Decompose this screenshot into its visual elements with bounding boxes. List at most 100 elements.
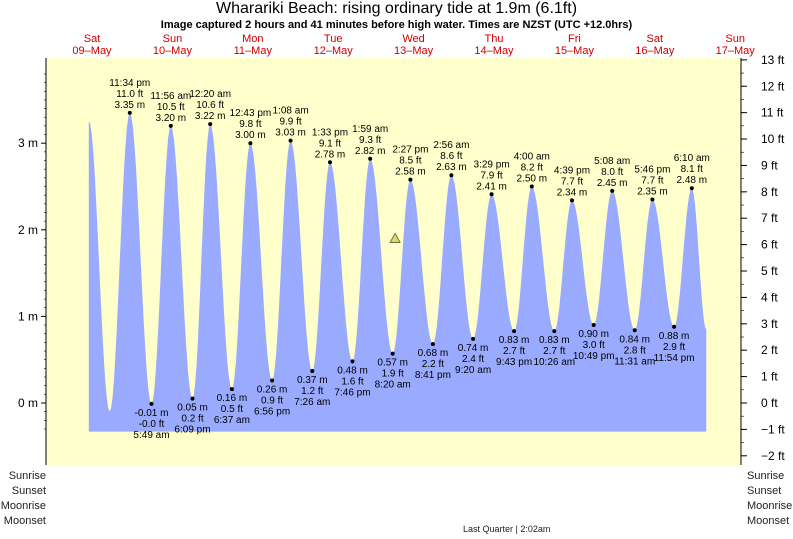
high-time-label: 5:46 pm (634, 164, 670, 175)
low-m-label: 0.83 m (499, 335, 530, 346)
high-m-label: 3.22 m (195, 111, 226, 122)
chart-subtitle: Image captured 2 hours and 41 minutes be… (160, 19, 633, 31)
low-point (672, 324, 677, 329)
high-point (127, 110, 132, 115)
low-point (552, 329, 557, 334)
day-date-3: 12–May (314, 45, 354, 57)
chart-title: Wharariki Beach: rising ordinary tide at… (215, 0, 578, 17)
low-time-label: 7:46 pm (334, 387, 370, 398)
high-time-label: 2:56 am (433, 140, 469, 151)
high-point (610, 188, 615, 193)
high-ft-label: 9.1 ft (319, 138, 341, 149)
day-date-0: 09–May (72, 45, 112, 57)
right-sunset-label: Sunset (747, 485, 782, 497)
right-tick-label-2: 2 ft (761, 343, 778, 357)
high-ft-label: 9.3 ft (359, 135, 381, 146)
high-time-label: 11:34 pm (109, 78, 150, 89)
low-time-label: 6:09 pm (174, 425, 210, 436)
high-time-label: 4:00 am (514, 152, 550, 163)
right-tick-label--2: −2 ft (761, 449, 785, 463)
high-ft-label: 8.6 ft (440, 151, 462, 162)
low-ft-label: 2.8 ft (624, 345, 646, 356)
high-time-label: 6:10 am (674, 153, 710, 164)
low-ft-label: 0.9 ft (261, 395, 283, 406)
day-dow-8: Sun (725, 33, 745, 45)
low-point (430, 342, 435, 347)
high-m-label: 2.45 m (597, 178, 628, 189)
high-point (489, 192, 494, 197)
day-dow-4: Wed (402, 33, 424, 45)
low-ft-label: 2.9 ft (663, 342, 685, 353)
day-dow-5: Thu (485, 33, 504, 45)
low-point (350, 359, 355, 364)
high-m-label: 2.78 m (315, 149, 346, 160)
day-date-5: 14–May (474, 45, 514, 57)
low-ft-label: 2.7 ft (503, 346, 525, 357)
low-time-label: 6:56 pm (254, 406, 290, 417)
day-dow-3: Tue (324, 33, 343, 45)
high-ft-label: 7.7 ft (561, 176, 583, 187)
high-ft-label: 10.6 ft (196, 100, 224, 111)
low-m-label: 0.84 m (619, 334, 650, 345)
left-moonset-label: Moonset (3, 515, 46, 527)
low-time-label: 8:41 pm (415, 370, 451, 381)
day-dow-7: Sat (647, 33, 664, 45)
low-point (591, 323, 596, 328)
high-m-label: 2.82 m (355, 146, 386, 157)
high-point (208, 122, 213, 127)
low-m-label: 0.68 m (418, 348, 449, 359)
high-time-label: 1:59 am (352, 124, 388, 135)
high-point (689, 186, 694, 191)
low-point (471, 336, 476, 341)
high-m-label: 2.34 m (557, 187, 588, 198)
low-ft-label: 2.7 ft (543, 346, 565, 357)
high-ft-label: 8.0 ft (601, 167, 623, 178)
day-dow-1: Sun (163, 33, 183, 45)
day-dow-2: Mon (242, 33, 263, 45)
low-ft-label: 3.0 ft (583, 340, 605, 351)
high-ft-label: 10.5 ft (157, 102, 185, 113)
high-ft-label: 8.5 ft (399, 156, 421, 167)
high-point (288, 138, 293, 143)
low-ft-label: 1.2 ft (301, 386, 323, 397)
high-ft-label: 7.7 ft (641, 175, 663, 186)
low-ft-label: 1.6 ft (341, 376, 363, 387)
right-tick-label-3: 3 ft (761, 317, 778, 331)
left-tick-label-0: 0 m (18, 396, 38, 410)
low-point (270, 378, 275, 383)
low-m-label: 0.26 m (257, 384, 288, 395)
low-m-label: 0.05 m (177, 403, 208, 414)
low-ft-label: 0.5 ft (221, 404, 243, 415)
tide-area (88, 112, 707, 432)
moon-phase-time: 2:02am (520, 524, 551, 534)
low-time-label: 6:37 am (214, 415, 250, 426)
low-point (229, 387, 234, 392)
high-time-label: 3:29 pm (474, 159, 510, 170)
high-point (168, 123, 173, 128)
high-point (569, 198, 574, 203)
high-ft-label: 8.1 ft (681, 164, 703, 175)
low-time-label: 9:20 am (455, 365, 491, 376)
high-point (368, 156, 373, 161)
high-time-label: 1:08 am (273, 106, 309, 117)
left-tick-label-1: 1 m (18, 309, 38, 323)
moon-phase-note: Last Quarter | 2:02am (463, 524, 551, 534)
low-m-label: 0.90 m (578, 329, 609, 340)
high-m-label: 3.20 m (156, 113, 187, 124)
day-date-4: 13–May (394, 45, 434, 57)
day-dow-6: Fri (568, 33, 581, 45)
right-tick-label-1: 1 ft (761, 370, 778, 384)
right-tick-label-9: 9 ft (761, 158, 778, 172)
day-dow-0: Sat (84, 33, 101, 45)
current-level-marker (389, 232, 401, 243)
high-m-label: 2.35 m (637, 186, 668, 197)
right-tick-label-10: 10 ft (761, 132, 785, 146)
left-moonrise-label: Moonrise (0, 500, 46, 512)
high-ft-label: 7.9 ft (480, 170, 502, 181)
low-point (190, 396, 195, 401)
low-ft-label: -0.0 ft (139, 419, 165, 430)
day-date-6: 15–May (555, 45, 595, 57)
low-time-label: 11:54 pm (654, 353, 695, 364)
high-time-label: 11:56 am (150, 91, 191, 102)
